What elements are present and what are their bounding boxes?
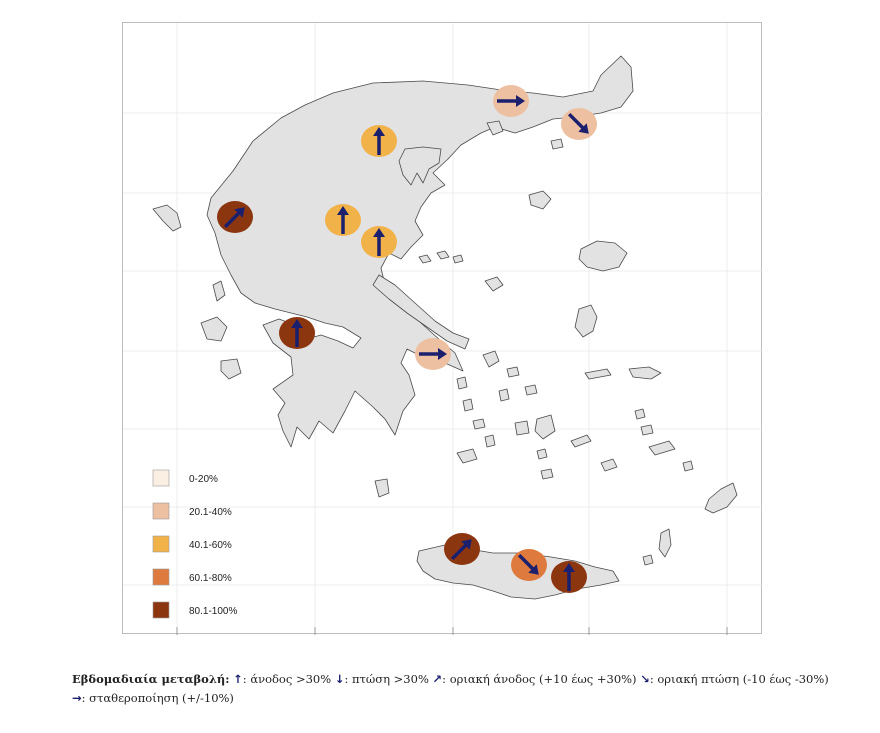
mykonos [524, 384, 538, 396]
karpathos [658, 528, 672, 558]
trend-arrow-head [438, 348, 447, 360]
lefkada [212, 280, 226, 302]
caption-marginal-up-text: : οριακή άνοδος (+10 έως +30%) [442, 672, 637, 686]
marker-rethymno [511, 549, 547, 581]
samos [628, 366, 662, 380]
marker-patras [279, 317, 315, 349]
caption-stab-text: : σταθεροποίηση (+/-10%) [81, 691, 234, 705]
trend-arrow-shaft [567, 112, 586, 131]
kos [648, 440, 676, 456]
sporades [418, 250, 464, 264]
legend-swatch [152, 535, 170, 553]
santorini [540, 468, 554, 480]
marker-evros [561, 108, 597, 140]
caption-up-text: : άνοδος >30% [242, 672, 332, 686]
ikaria [584, 368, 612, 380]
legend-swatch [152, 502, 170, 520]
tinos [506, 366, 520, 378]
skyros [484, 276, 504, 292]
region-markers [217, 85, 597, 593]
marker-thrace-west [493, 85, 529, 117]
kythira [374, 478, 390, 498]
rhodes [704, 482, 738, 514]
kalymnos [640, 424, 654, 436]
marker-thessaly-west [325, 204, 361, 236]
arrow-up-right-icon: ↗ [432, 672, 443, 686]
andros [482, 350, 500, 368]
marker-chania [444, 533, 480, 565]
limnos [528, 190, 552, 210]
trend-arrow-head [578, 123, 589, 134]
legend-swatch [152, 469, 170, 487]
marker-thessaloniki [361, 125, 397, 157]
caption-title: Εβδομαδιαία μεταβολή: [72, 672, 230, 686]
legend: 0-20% 20.1-40% 40.1-60% 60.1-80% 80.1-100% [152, 469, 237, 619]
astypalaia [600, 458, 618, 472]
chalkidiki [398, 146, 442, 186]
lesvos [578, 240, 628, 272]
amorgos [570, 434, 592, 448]
corfu [152, 204, 182, 232]
serifos [472, 418, 486, 430]
kefalonia [200, 316, 228, 342]
paros [514, 420, 530, 436]
legend-label: 0-20% [189, 474, 218, 485]
thasos [486, 120, 504, 136]
marker-athens [415, 338, 451, 370]
arrow-right-icon: → [72, 691, 82, 705]
caption-down-text: : πτώση >30% [344, 672, 429, 686]
trend-arrow-head [563, 563, 575, 572]
samothraki [550, 138, 564, 150]
trend-arrow-shaft [223, 210, 242, 229]
sifnos [484, 434, 496, 448]
evia [372, 274, 470, 350]
tilos [682, 460, 694, 472]
leros [634, 408, 646, 420]
kasos [642, 554, 654, 566]
legend-label: 40.1-60% [189, 540, 232, 551]
legend-label: 20.1-40% [189, 507, 232, 518]
kythnos [462, 398, 474, 412]
marker-epirus [217, 201, 253, 233]
map-frame: 0-20% 20.1-40% 40.1-60% 60.1-80% 80.1-100% [122, 22, 763, 635]
greece-land [152, 55, 738, 600]
legend-swatch [152, 601, 170, 619]
caption-marginal-down-text: : οριακή πτώση (-10 έως -30%) [649, 672, 829, 686]
trend-arrow-shaft [517, 553, 536, 572]
naxos [534, 414, 556, 440]
greece-map: 0-20% 20.1-40% 40.1-60% 60.1-80% 80.1-100% [123, 23, 763, 635]
trend-arrow-head [234, 207, 245, 218]
trend-arrow-head [516, 95, 525, 107]
legend-label: 80.1-100% [189, 606, 237, 617]
trend-arrow-head [337, 206, 349, 215]
caption: Εβδομαδιαία μεταβολή: ↑: άνοδος >30% ↓: … [72, 670, 832, 708]
milos [456, 448, 478, 464]
syros [498, 388, 510, 402]
legend-label: 60.1-80% [189, 573, 232, 584]
arrow-down-icon: ↓ [334, 672, 345, 686]
trend-arrow-head [528, 564, 539, 575]
trend-arrow-head [461, 539, 472, 550]
arrow-down-right-icon: ↘ [640, 672, 650, 686]
trend-arrow-head [373, 127, 385, 136]
trend-arrow-head [291, 319, 303, 328]
chios [574, 304, 598, 338]
kea [456, 376, 468, 390]
arrow-up-icon: ↑ [233, 672, 243, 686]
trend-arrow-shaft [450, 542, 469, 561]
legend-swatch [152, 568, 170, 586]
zakynthos [220, 358, 242, 380]
marker-volos [361, 226, 397, 258]
ios [536, 448, 548, 460]
marker-heraklion [551, 561, 587, 593]
trend-arrow-head [373, 228, 385, 237]
